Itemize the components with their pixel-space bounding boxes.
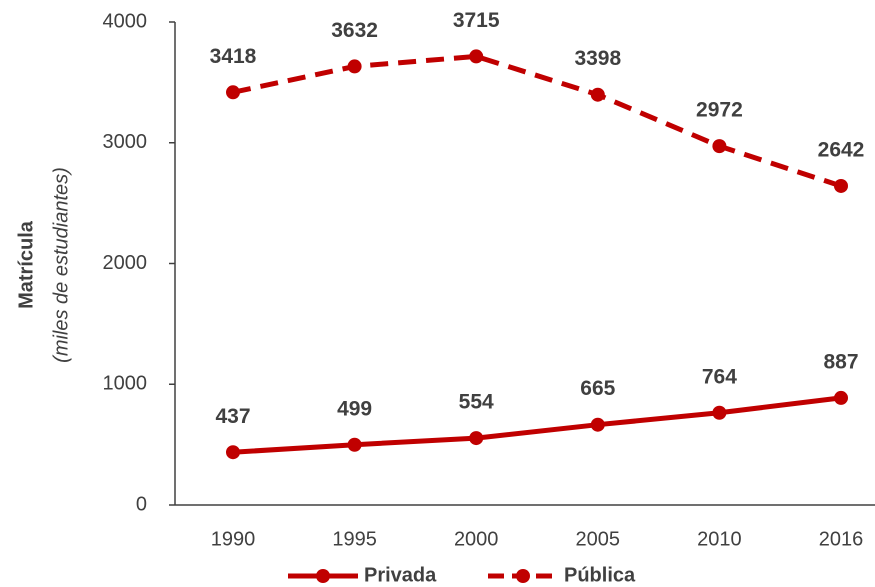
data-label: 887 — [823, 350, 858, 373]
data-point — [347, 437, 362, 452]
data-label: 2972 — [696, 99, 743, 122]
y-tick-label: 2000 — [103, 252, 148, 274]
data-point — [712, 139, 727, 154]
x-tick-label: 1990 — [211, 528, 256, 550]
legend-label: Pública — [564, 564, 636, 586]
data-label: 2642 — [818, 139, 865, 162]
y-tick-label: 1000 — [103, 373, 148, 395]
data-point — [469, 49, 484, 64]
data-point — [834, 178, 848, 193]
data-label: 3632 — [331, 19, 378, 42]
data-label: 499 — [337, 397, 372, 420]
y-tick-label: 0 — [136, 493, 147, 515]
data-point — [712, 405, 727, 420]
x-tick-label: 2000 — [454, 528, 499, 550]
data-label: 3418 — [210, 45, 257, 68]
legend-marker — [516, 569, 530, 583]
x-tick-label: 2005 — [576, 528, 621, 550]
legend-label: Privada — [364, 564, 437, 586]
data-point — [834, 390, 848, 405]
data-label: 437 — [215, 405, 250, 428]
data-label: 665 — [580, 377, 615, 400]
data-point — [226, 85, 240, 100]
x-tick-label: 2010 — [697, 528, 742, 550]
data-label: 3398 — [574, 47, 621, 70]
x-tick-label: 2016 — [819, 528, 864, 550]
data-point — [469, 431, 484, 446]
series-line — [232, 53, 842, 189]
y-axis-label: Matrícula — [15, 220, 37, 309]
data-label: 3715 — [453, 9, 500, 32]
series-line — [232, 395, 842, 455]
y-tick-label: 3000 — [103, 131, 148, 153]
x-tick-label: 1995 — [332, 528, 377, 550]
data-point — [226, 445, 240, 460]
y-tick-label: 4000 — [103, 10, 148, 32]
y-axis-sublabel: (miles de estudiantes) — [50, 167, 72, 363]
data-label: 764 — [702, 365, 737, 388]
data-point — [347, 59, 362, 74]
data-point — [590, 417, 605, 432]
data-point — [590, 87, 605, 102]
legend-marker — [316, 569, 330, 583]
data-label: 554 — [459, 391, 494, 414]
